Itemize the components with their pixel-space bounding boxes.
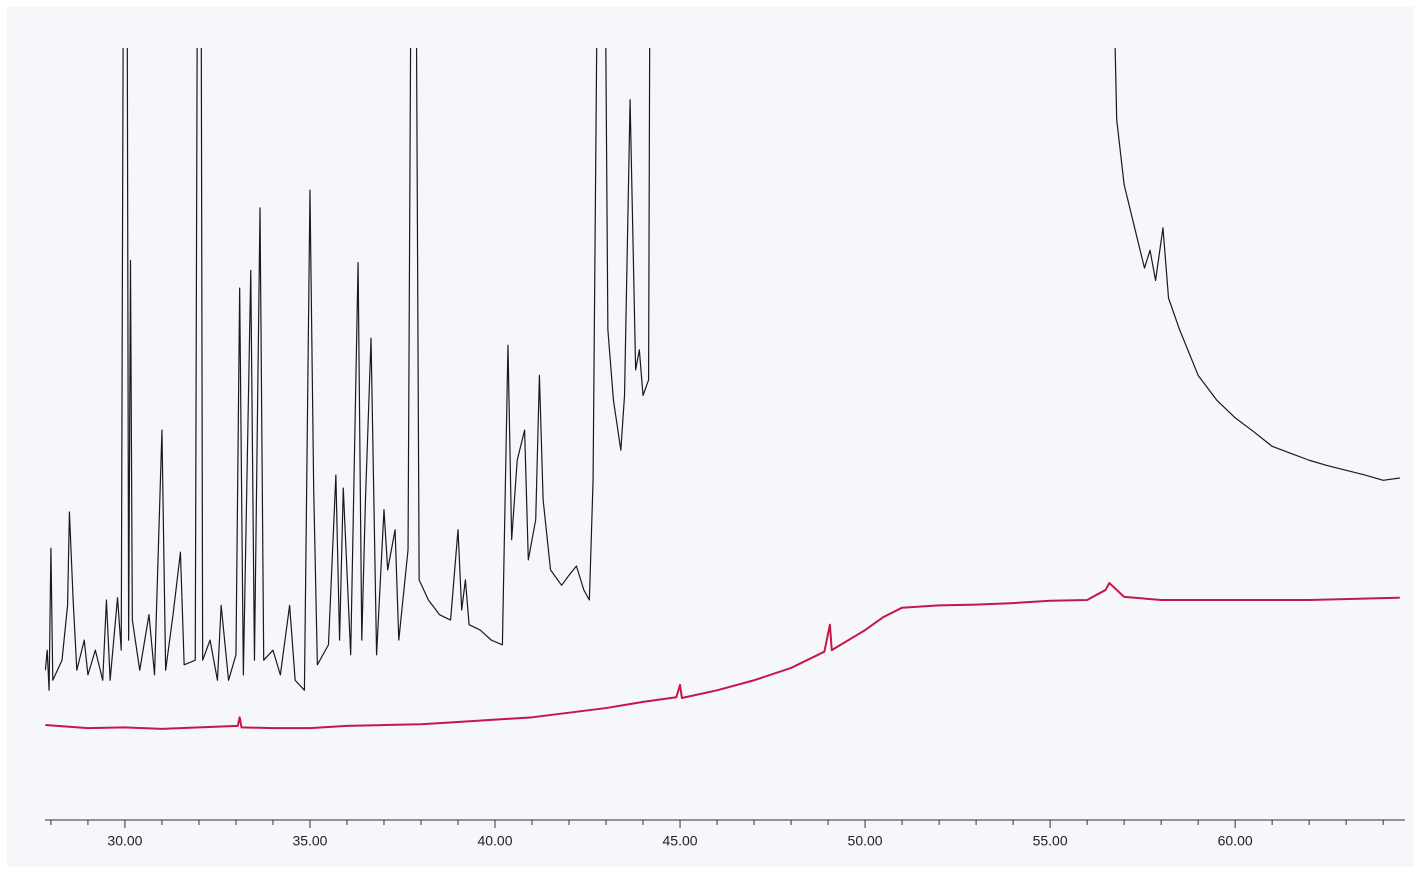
x-tick-label: 45.00	[663, 833, 698, 849]
series-line	[45, 582, 1400, 730]
x-tick-label: 55.00	[1033, 833, 1068, 849]
x-tick-label: 60.00	[1218, 833, 1253, 849]
x-tick-label: 35.00	[292, 833, 327, 849]
chart-background	[7, 7, 1414, 867]
x-tick-label: 30.00	[107, 833, 142, 849]
x-tick-label: 50.00	[848, 833, 883, 849]
x-tick-label: 40.00	[477, 833, 512, 849]
series-line	[45, 48, 1400, 691]
plot-area	[45, 48, 1400, 730]
